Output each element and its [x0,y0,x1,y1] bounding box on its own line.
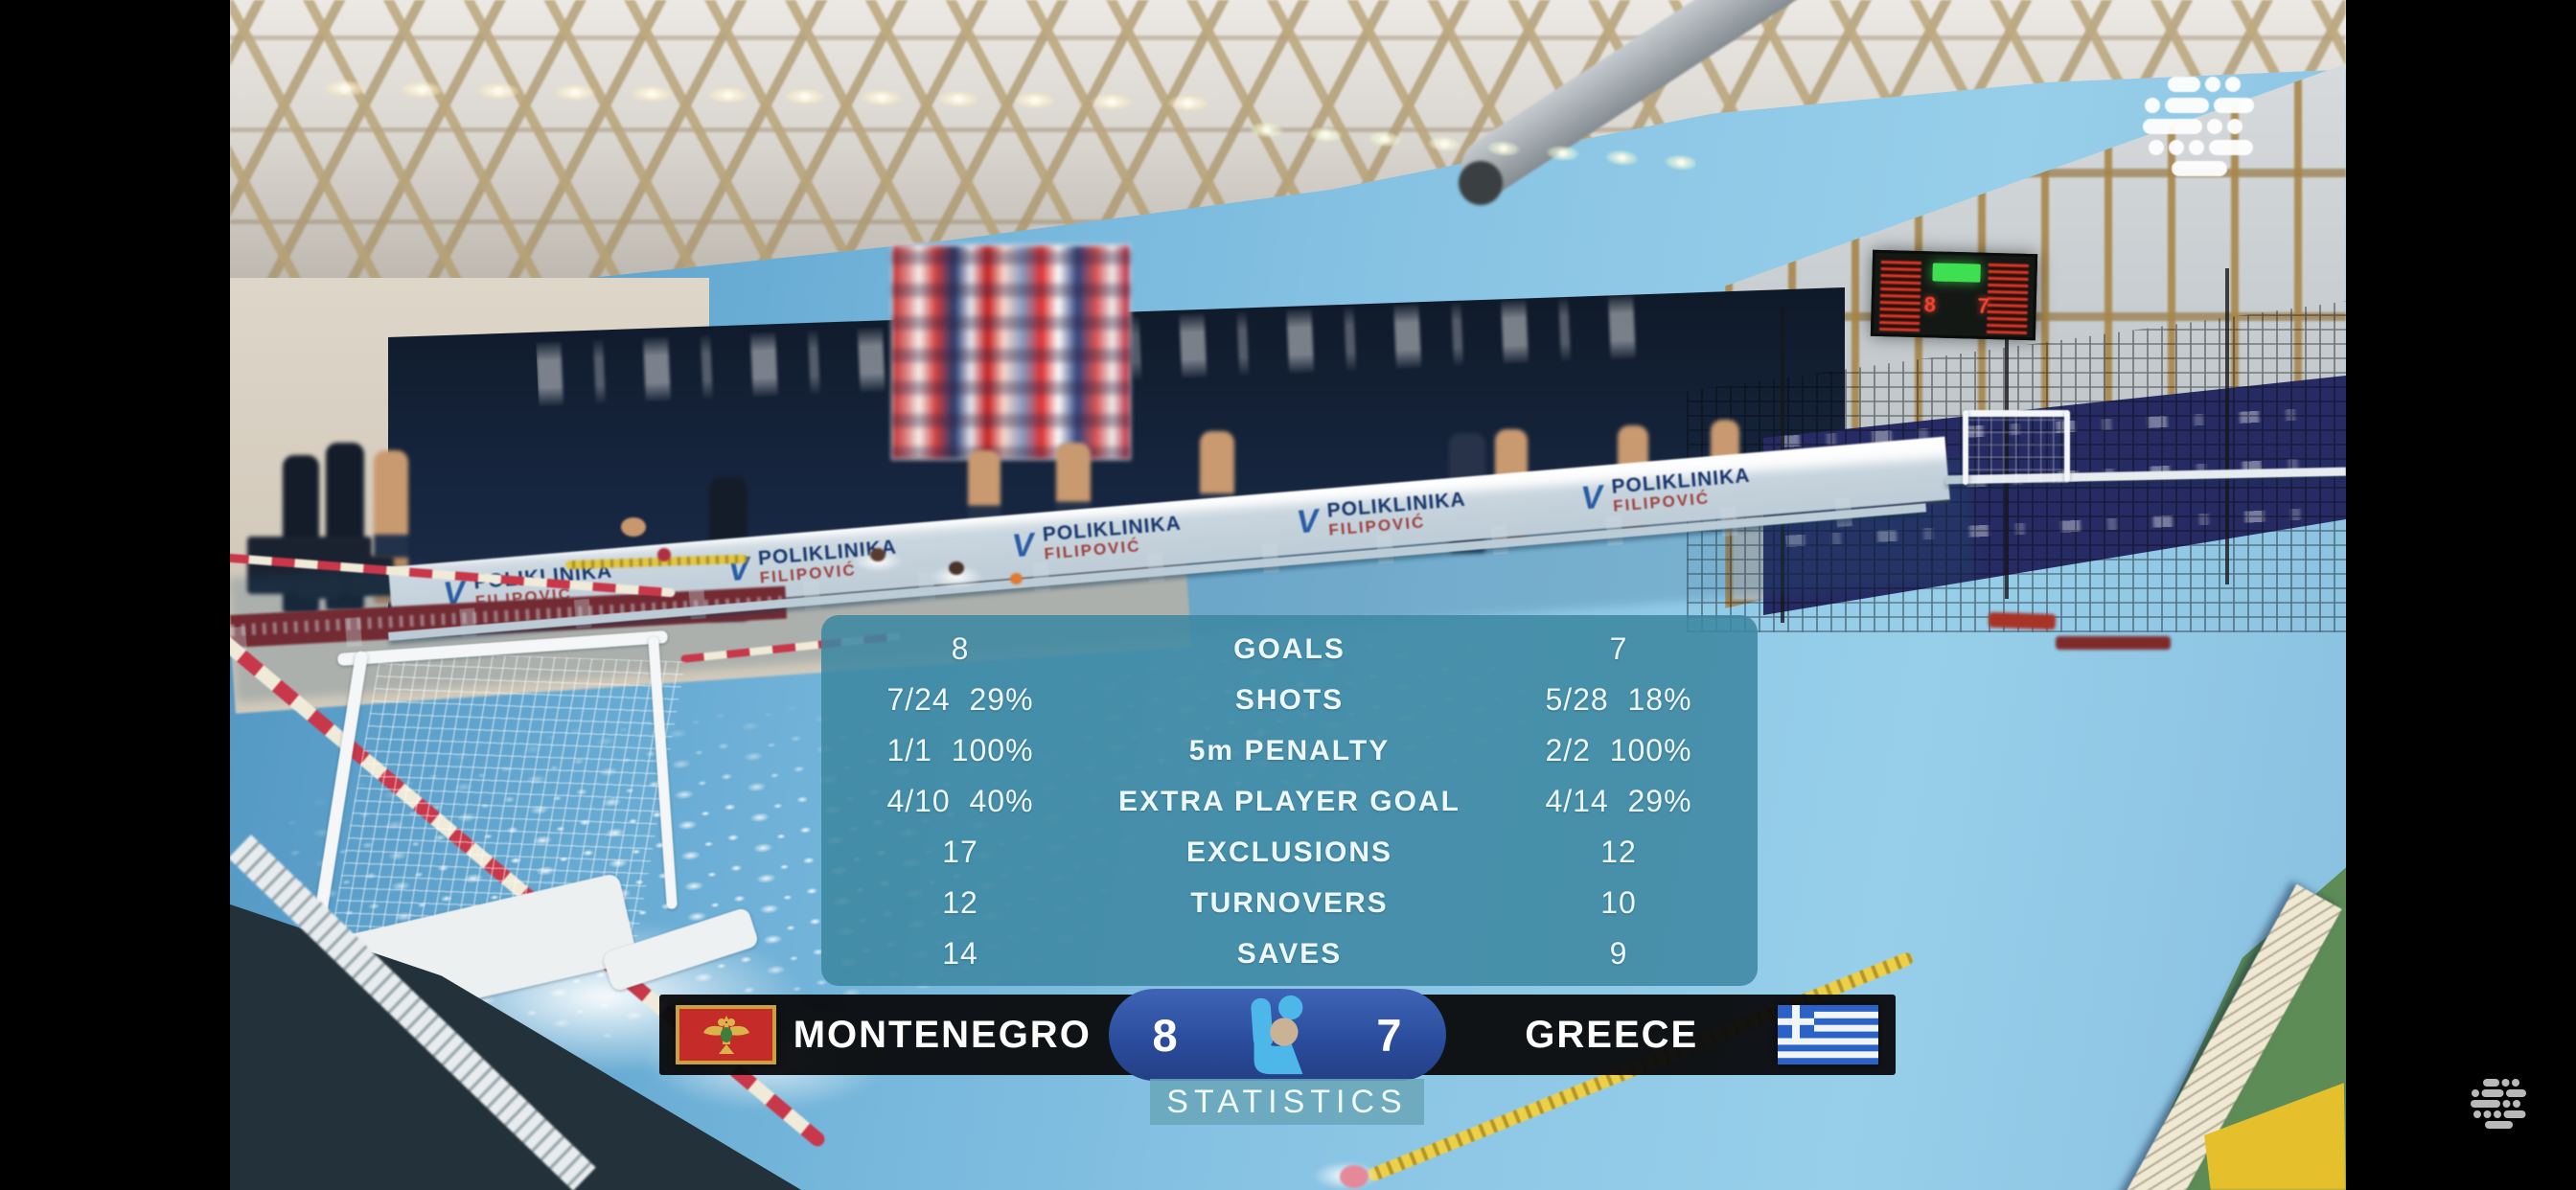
stat-label-goals: GOALS [1233,632,1346,665]
stat-home-exclusions: 17 [942,835,978,869]
statistics-caption: STATISTICS [1150,1079,1424,1125]
stat-away-shots: 5/28 18% [1545,682,1692,717]
montenegro-eagle [702,1016,749,1054]
scoreboard-roster-right [1986,262,2029,335]
stat-label-exclusions: EXCLUSIONS [1185,835,1393,868]
red-equipment [2056,636,2171,650]
broadcaster-logo-icon [2143,77,2277,182]
logo-row [2471,1079,2538,1087]
swimmer-head [949,561,964,575]
stat-label-turnovers: TURNOVERS [1190,886,1389,919]
stat-away-goals: 7 [1609,631,1628,666]
logo-row [2471,1089,2538,1097]
home-team-name: MONTENEGRO [793,1013,1092,1056]
stat-home-saves: 14 [942,936,978,971]
stat-home-goals: 8 [951,631,970,666]
video-wall-screen [891,244,1131,460]
greece-flag-icon [1778,1005,1878,1064]
greece-flag-stripes [1778,1005,1878,1064]
stat-away-saves: 9 [1609,936,1628,971]
stat-away-extra: 4/14 29% [1545,784,1692,818]
swimmer-splash [853,551,903,572]
venue-led-scoreboard: 8 7 [1870,249,2038,341]
channel-bug-logo-icon [2471,1079,2538,1132]
stat-away-turnovers: 10 [1600,885,1637,920]
stat-label-penalty: 5m PENALTY [1188,734,1391,767]
montenegro-flag-icon [676,1005,776,1064]
net-post [2225,268,2229,584]
stat-label-shots: SHOTS [1234,683,1345,716]
net-post [2005,283,2009,599]
goal-crossbar [1963,410,2070,417]
logo-row [2143,98,2277,113]
logo-row [2471,1110,2538,1118]
scoreboard-score: 8 7 [1923,288,1990,323]
stat-home-shots: 7/24 29% [886,682,1034,717]
water-polo-goal-right [1955,402,2080,498]
score-bar: MONTENEGRO 8 7 GREECE [659,989,1896,1081]
away-team-name: GREECE [1525,1013,1699,1056]
stat-home-extra: 4/10 40% [886,784,1034,818]
video-wall-crowd-image [891,244,1131,460]
score-pill: 8 7 [1108,989,1446,1081]
goal-post [2064,410,2070,482]
logo-row [2143,119,2277,134]
stat-home-turnovers: 12 [942,885,978,920]
swimmer-pink-cap [1340,1165,1368,1188]
swimmer-on-edge [621,517,646,537]
goal-net [1966,416,2067,483]
water-polo-player-icon [1250,995,1302,1075]
logo-row [2143,161,2277,176]
home-score: 8 [1152,1009,1178,1061]
scoreboard-away-score: 7 [1977,293,1990,318]
match-statistics-panel: 8 GOALS 7 7/24 29% SHOTS 5/28 18% 1/1 10… [821,615,1758,986]
goal-post [1963,410,1968,485]
swimmer-head [870,548,886,561]
logo-row [2143,77,2277,92]
logo-row [2471,1121,2538,1129]
stat-away-penalty: 2/2 100% [1545,733,1692,767]
scoreboard-home-score: 8 [1923,292,1937,317]
logo-row [2471,1100,2538,1108]
stat-label-saves: SAVES [1236,937,1343,970]
stat-label-extra: EXTRA PLAYER GOAL [1118,785,1460,817]
stat-home-penalty: 1/1 100% [886,733,1034,767]
duct-end-cap [1459,161,1503,205]
red-equipment [1988,611,2057,630]
away-score: 7 [1376,1009,1402,1061]
chair [350,556,394,596]
video-frame: 8 7 V POLIKLINIKA FILIPOVIĆ V [230,0,2346,1190]
water-polo-ball [1010,573,1023,584]
scoreboard-clock-display [1932,263,1981,283]
logo-row [2143,140,2277,155]
swimmer-red-cap [657,548,671,561]
scoreboard-roster-left [1879,259,1921,332]
stat-away-exclusions: 12 [1600,835,1637,869]
